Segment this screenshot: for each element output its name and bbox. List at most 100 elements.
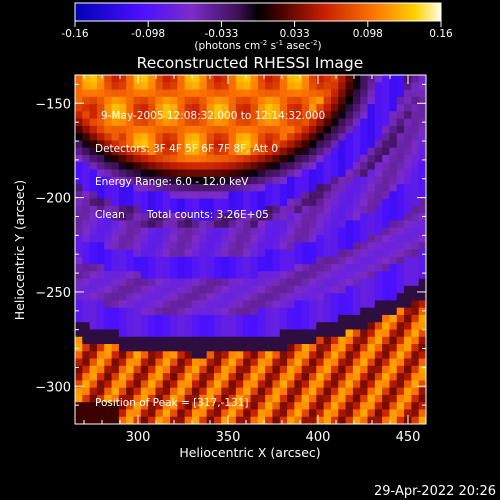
heatmap-cell [323, 278, 332, 287]
heatmap-cell [243, 133, 252, 142]
heatmap-cell [389, 365, 398, 374]
heatmap-cell [345, 394, 354, 403]
heatmap-cell [82, 314, 91, 323]
heatmap-cell [133, 169, 142, 178]
heatmap-cell [148, 329, 157, 338]
heatmap-cell [257, 256, 266, 265]
heatmap-cell [345, 220, 354, 229]
heatmap-cell [389, 82, 398, 91]
heatmap-cell [250, 300, 259, 309]
heatmap-cell [221, 184, 230, 192]
heatmap-cell [111, 118, 120, 127]
heatmap-cell [140, 249, 149, 258]
heatmap-cell [75, 300, 83, 309]
heatmap-cell [243, 220, 252, 229]
heatmap-cell [265, 147, 274, 156]
heatmap-cell [301, 249, 310, 258]
heatmap-cell [118, 213, 127, 222]
heatmap-cell [199, 314, 208, 323]
heatmap-cell [301, 358, 310, 367]
heatmap-cell [111, 125, 120, 134]
heatmap-cell [345, 402, 354, 411]
heatmap-cell [272, 147, 281, 156]
heatmap-cell [199, 104, 208, 112]
heatmap-cell [382, 162, 391, 171]
heatmap-cell [118, 278, 127, 287]
heatmap-cell [104, 140, 113, 149]
heatmap-cell [221, 278, 230, 287]
heatmap-cell [330, 293, 339, 301]
heatmap-cell [118, 365, 127, 374]
heatmap-cell [360, 154, 369, 163]
heatmap-cell [184, 249, 193, 258]
heatmap-cell [287, 154, 295, 163]
heatmap-cell [96, 162, 105, 171]
heatmap-cell [294, 220, 303, 229]
heatmap-cell [111, 394, 120, 403]
heatmap-cell [374, 104, 383, 112]
heatmap-cell [396, 293, 405, 301]
heatmap-cell [389, 104, 398, 112]
heatmap-cell [338, 264, 347, 272]
heatmap-cell [257, 394, 266, 403]
heatmap-cell [111, 227, 120, 236]
heatmap-cell [111, 162, 120, 171]
heatmap-cell [206, 409, 215, 418]
heatmap-cell [192, 285, 200, 294]
heatmap-cell [411, 227, 420, 236]
heatmap-cell [235, 125, 244, 134]
heatmap-cell [323, 351, 332, 360]
heatmap-cell [75, 344, 83, 352]
heatmap-cell [250, 264, 259, 272]
heatmap-cell [89, 75, 98, 83]
heatmap-cell [396, 351, 405, 360]
heatmap-cell [411, 147, 420, 156]
heatmap-cell [309, 344, 317, 352]
heatmap-cell [213, 118, 222, 127]
heatmap-cell [170, 373, 178, 381]
colorbar-tick-label: -0.098 [131, 28, 165, 40]
heatmap-cell [133, 402, 142, 411]
heatmap-cell [96, 373, 105, 381]
heatmap-cell [118, 300, 127, 309]
heatmap-cell [309, 278, 317, 287]
heatmap-cell [345, 96, 354, 105]
heatmap-cell [243, 336, 252, 345]
heatmap-cell [338, 358, 347, 367]
heatmap-cell [316, 169, 325, 178]
heatmap-cell [250, 75, 259, 83]
heatmap-cell [199, 176, 208, 185]
heatmap-cell [352, 111, 361, 120]
heatmap-cell [360, 256, 369, 265]
heatmap-cell [287, 198, 295, 207]
heatmap-cell [213, 329, 222, 338]
heatmap-cell [360, 242, 369, 251]
heatmap-cell [199, 133, 208, 142]
heatmap-cell [155, 140, 164, 149]
heatmap-cell [287, 336, 295, 345]
heatmap-cell [287, 278, 295, 287]
heatmap-cell [294, 344, 303, 352]
heatmap-cell [96, 242, 105, 251]
heatmap-cell [184, 322, 193, 331]
heatmap-cell [89, 133, 98, 142]
heatmap-cell [316, 96, 325, 105]
heatmap-cell [228, 140, 237, 149]
heatmap-cell [309, 205, 317, 214]
heatmap-cell [140, 169, 149, 178]
heatmap-cell [111, 402, 120, 411]
heatmap-cell [140, 278, 149, 287]
heatmap-cell [272, 213, 281, 222]
heatmap-cell [418, 213, 426, 222]
heatmap-cell [272, 373, 281, 381]
heatmap-cell [148, 184, 157, 192]
heatmap-cell [235, 234, 244, 243]
heatmap-cell [352, 409, 361, 418]
heatmap-cell [323, 96, 332, 105]
heatmap-cell [389, 344, 398, 352]
heatmap-cell [411, 380, 420, 389]
heatmap-cell [170, 402, 178, 411]
heatmap-cell [352, 344, 361, 352]
heatmap-cell [228, 336, 237, 345]
heatmap-cell [404, 234, 412, 243]
